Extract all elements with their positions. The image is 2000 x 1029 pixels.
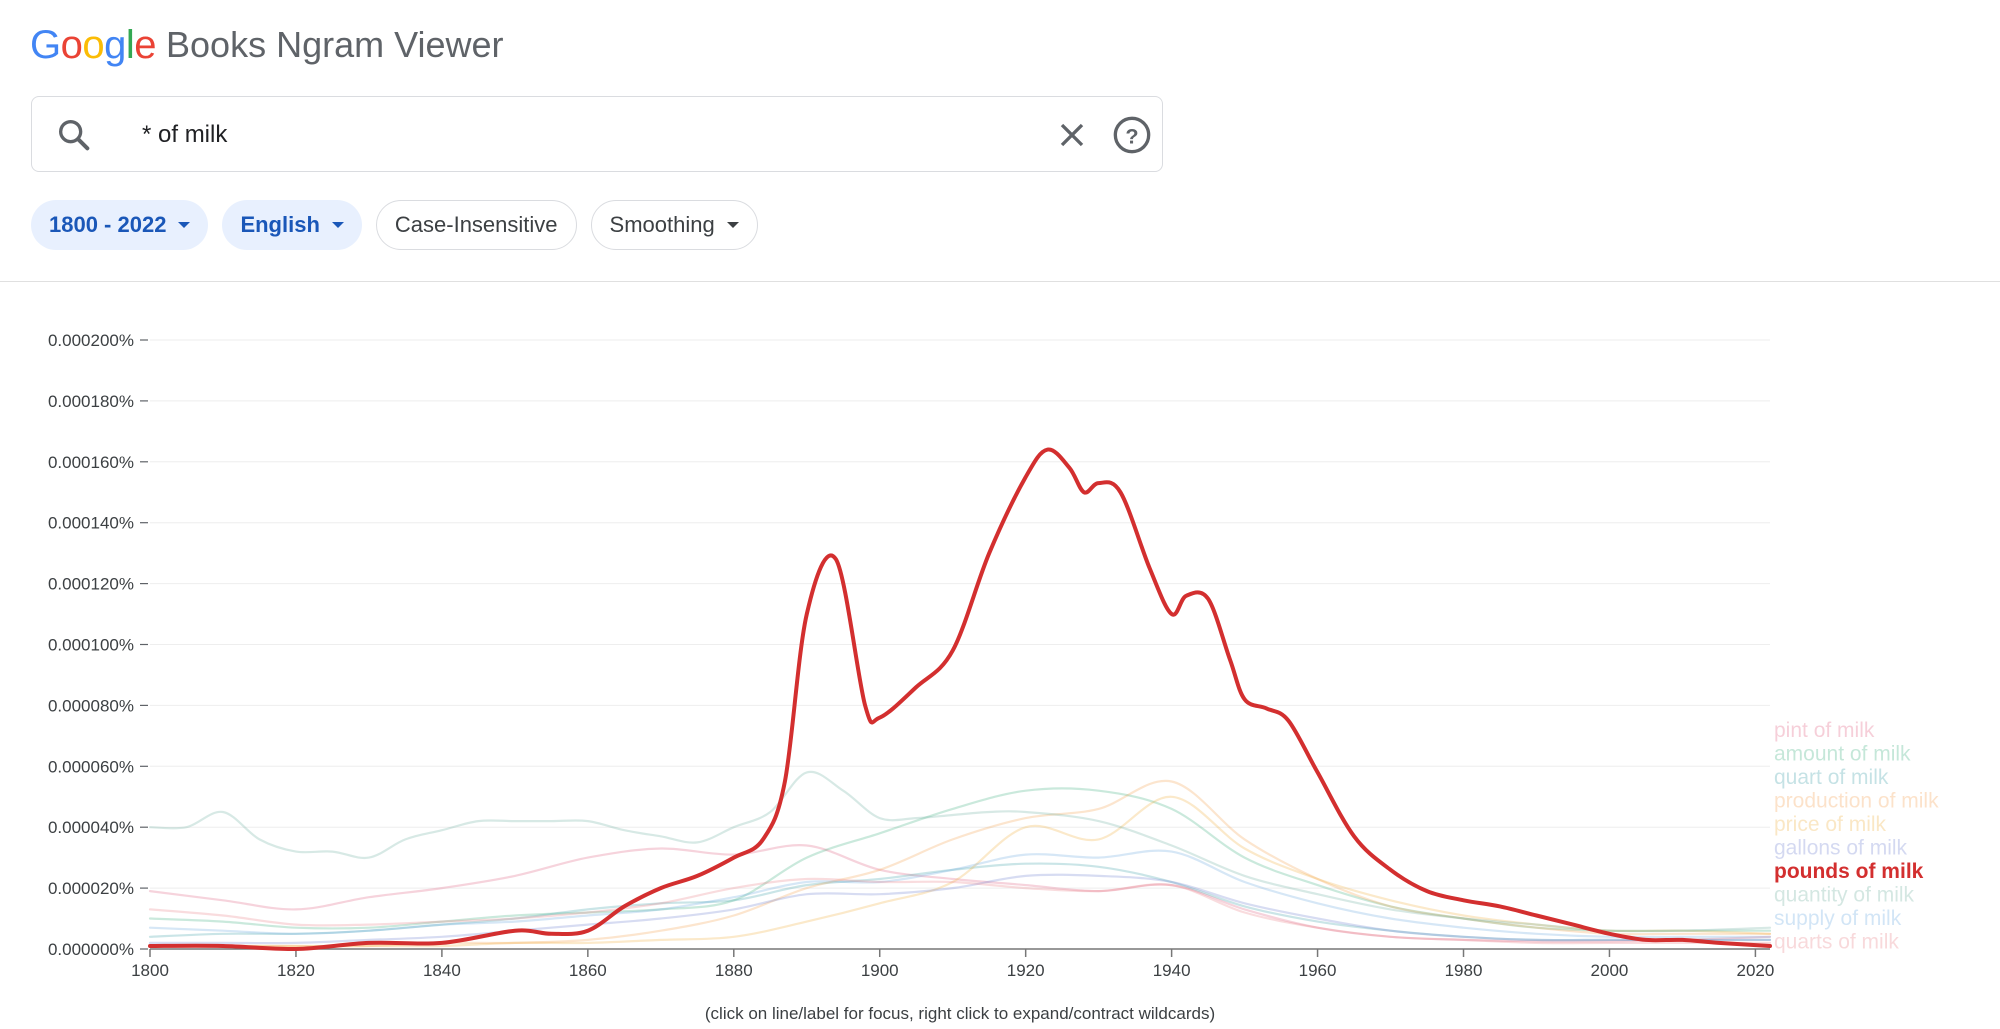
svg-text:?: ? (1125, 123, 1138, 148)
x-tick-label: 1980 (1445, 961, 1483, 980)
x-tick-label: 1940 (1153, 961, 1191, 980)
legend-item[interactable]: pint of milk (1774, 719, 1875, 742)
logo-letter: G (30, 22, 61, 67)
legend-item[interactable]: supply of milk (1774, 907, 1902, 930)
help-circle-icon[interactable]: ? (1112, 115, 1152, 155)
y-tick-label: 0.000180% (48, 392, 134, 411)
x-tick-label: 1800 (131, 961, 169, 980)
logo-letter: e (134, 22, 157, 67)
chart-footnote: (click on line/label for focus, right cl… (704, 1004, 1216, 1023)
series-line-quarts-of-milk[interactable] (148, 877, 1772, 945)
x-tick-label: 1900 (861, 961, 899, 980)
y-tick-label: 0.000060% (48, 757, 134, 776)
series-line-quantity-of-milk[interactable] (148, 770, 1772, 933)
year-range-label: 1800 - 2022 (49, 212, 167, 237)
y-tick-label: 0.000080% (48, 696, 134, 715)
smoothing-dropdown[interactable]: Smoothing (590, 200, 758, 250)
legend-item[interactable]: quart of milk (1774, 766, 1889, 789)
y-tick-label: 0.000040% (48, 818, 134, 837)
series-line-gallons-of-milk[interactable] (148, 873, 1772, 945)
y-tick-label: 0.000100% (48, 636, 134, 655)
y-tick-label: 0.000200% (48, 331, 134, 350)
corpus-dropdown[interactable]: English (222, 200, 362, 250)
series-line-supply-of-milk[interactable] (148, 849, 1772, 939)
app-title: Books Ngram Viewer (166, 24, 504, 65)
smoothing-label: Smoothing (609, 212, 715, 237)
legend-item[interactable]: gallons of milk (1774, 837, 1908, 860)
x-tick-label: 2000 (1591, 961, 1629, 980)
logo-letter: g (104, 22, 126, 67)
search-box[interactable]: ? (31, 96, 1163, 172)
year-range-dropdown[interactable]: 1800 - 2022 (31, 200, 209, 250)
legend-item[interactable]: pounds of milk (1774, 860, 1924, 883)
series-line-quart-of-milk[interactable] (148, 862, 1772, 942)
x-tick-label: 1860 (569, 961, 607, 980)
corpus-label: English (240, 212, 320, 237)
legend-item[interactable]: production of milk (1774, 790, 1939, 813)
logo-letter: o (82, 22, 105, 67)
y-tick-label: 0.000000% (48, 940, 134, 959)
search-input[interactable] (142, 115, 1042, 155)
filter-chips: 1800 - 2022 English Case-Insensitive Smo… (31, 200, 758, 250)
x-tick-label: 1920 (1007, 961, 1045, 980)
close-icon[interactable] (1052, 115, 1092, 155)
x-tick-label: 1820 (277, 961, 315, 980)
legend-item[interactable]: quantity of milk (1774, 884, 1915, 907)
x-tick-label: 1960 (1299, 961, 1337, 980)
case-insensitive-toggle[interactable]: Case-Insensitive (375, 200, 577, 250)
caret-down-icon (178, 222, 191, 228)
case-insensitive-label: Case-Insensitive (394, 212, 558, 237)
caret-down-icon (331, 222, 344, 228)
x-tick-label: 1880 (715, 961, 753, 980)
series-line-pint-of-milk[interactable] (148, 844, 1772, 943)
series-line-amount-of-milk[interactable] (148, 787, 1772, 933)
logo-letter: l (125, 22, 135, 67)
ngram-chart[interactable]: 0.000000% 0.000020% 0.000040% 0.000060% 0.00… (0, 290, 2000, 1000)
x-tick-label: 2020 (1736, 961, 1774, 980)
series-line-pounds-of-milk[interactable] (148, 447, 1772, 952)
caret-down-icon (726, 222, 739, 228)
y-tick-label: 0.000160% (48, 453, 134, 472)
x-tick-label: 1840 (423, 961, 461, 980)
legend-item[interactable]: price of milk (1774, 813, 1887, 836)
legend-item[interactable]: amount of milk (1774, 743, 1911, 766)
y-tick-label: 0.000020% (48, 879, 134, 898)
y-tick-label: 0.000140% (48, 514, 134, 533)
series-line-price-of-milk[interactable] (148, 795, 1772, 948)
logo-letter: o (60, 22, 83, 67)
search-icon[interactable] (54, 115, 94, 155)
legend-item[interactable]: quarts of milk (1774, 931, 1899, 954)
header-divider (0, 281, 2000, 282)
y-tick-label: 0.000120% (48, 575, 134, 594)
